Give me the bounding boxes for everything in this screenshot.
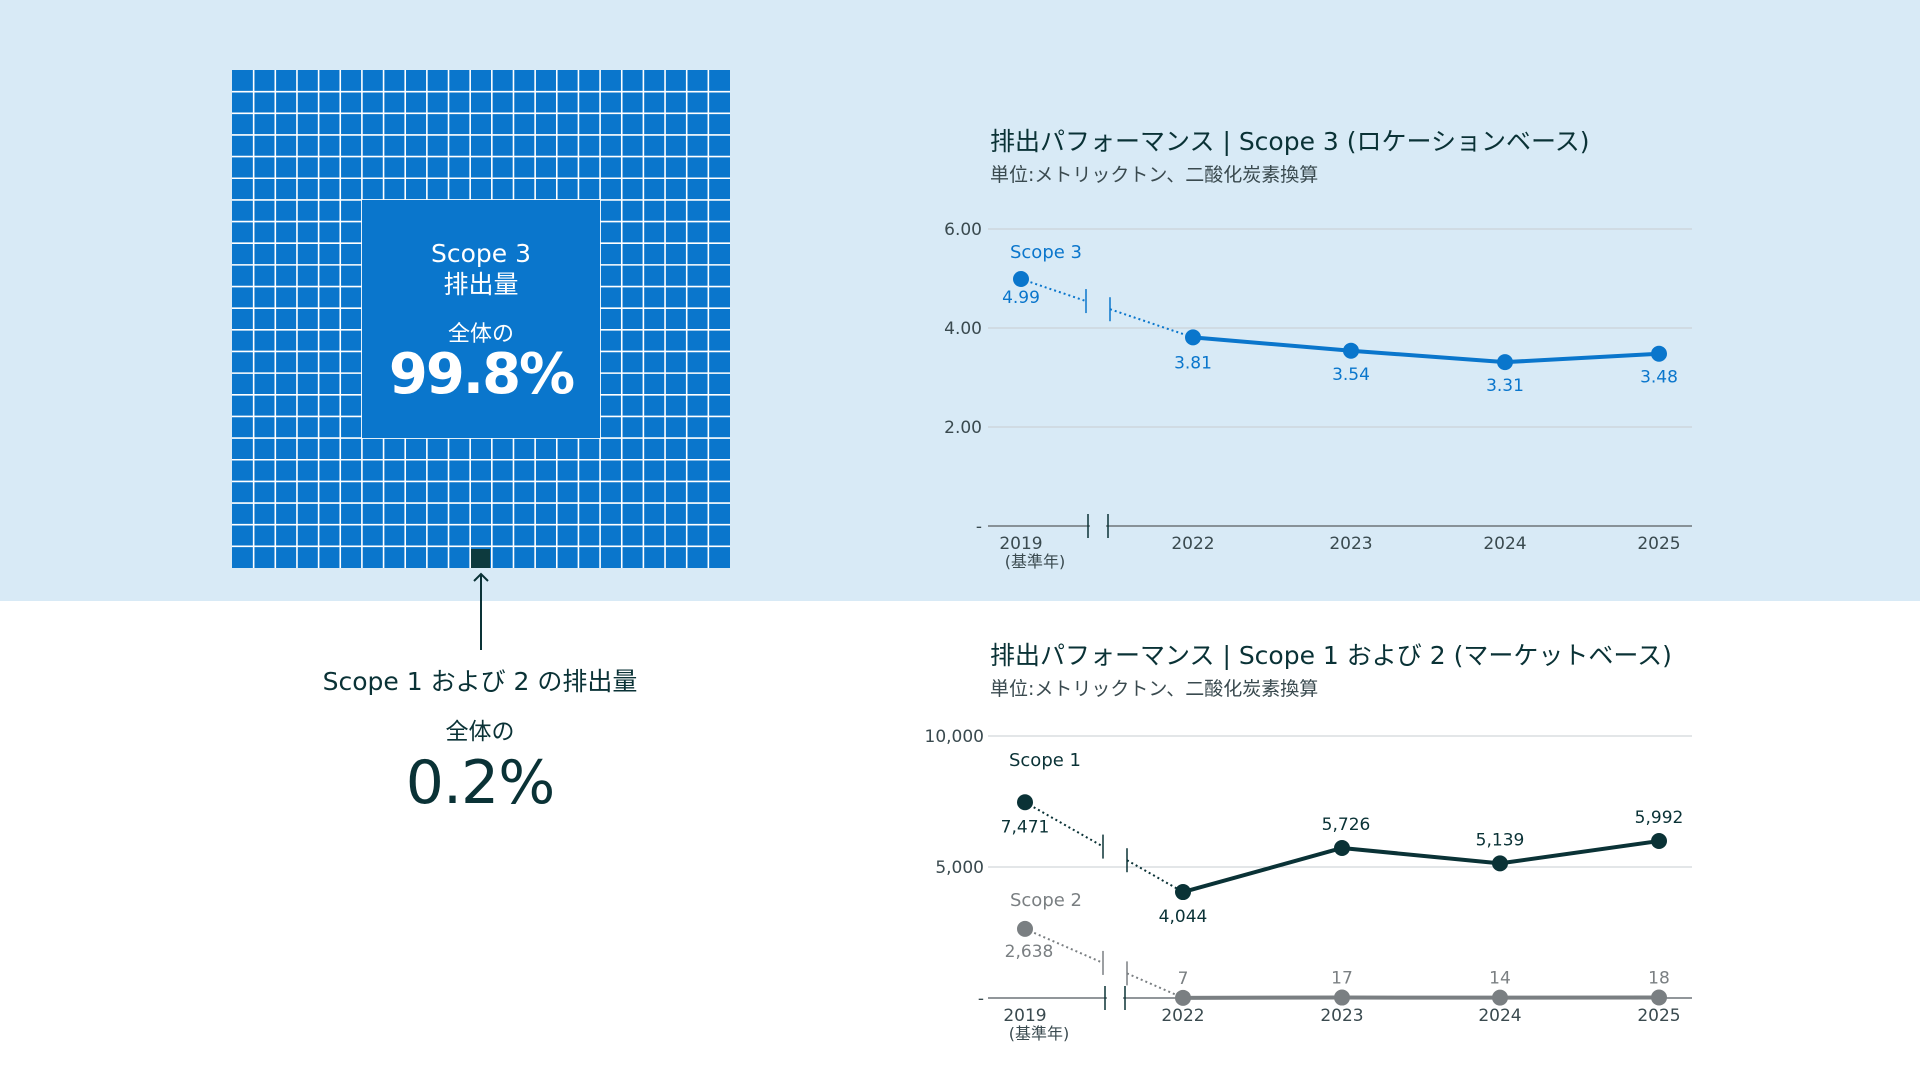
scope3-label-line2: 排出量 bbox=[443, 270, 519, 299]
chart2-series-dotted-segment bbox=[1024, 927, 1104, 964]
chart2-data-point bbox=[1651, 833, 1667, 850]
chart2-y-tick-label: 5,000 bbox=[935, 858, 984, 878]
chart2-data-label: 5,992 bbox=[1635, 808, 1684, 828]
chart2-data-label: 18 bbox=[1648, 969, 1670, 989]
chart2-x-tick-label: 2022 bbox=[1161, 1006, 1204, 1026]
chart1-x-tick-label: 2019 bbox=[999, 534, 1042, 554]
chart2-title: 排出パフォーマンス | Scope 1 および 2 (マーケットベース) bbox=[990, 641, 1672, 670]
chart1-x-tick-label: 2023 bbox=[1329, 534, 1372, 554]
chart1-data-label: 4.99 bbox=[1002, 288, 1040, 308]
scope3-label-line1: Scope 3 bbox=[430, 239, 531, 268]
chart2-data-label: 7 bbox=[1178, 969, 1189, 989]
chart2-data-label: 4,044 bbox=[1159, 907, 1208, 927]
chart2-series-name: Scope 2 bbox=[1010, 890, 1082, 911]
chart1-data-point bbox=[1185, 329, 1201, 346]
scope12-label: Scope 1 および 2 の排出量 bbox=[322, 667, 638, 696]
scope12-highlight-cell bbox=[471, 549, 490, 568]
chart2-x-tick-label: 2024 bbox=[1478, 1006, 1521, 1026]
chart2-data-label: 2,638 bbox=[1005, 942, 1054, 962]
chart1-x-tick-label: 2022 bbox=[1171, 534, 1214, 554]
chart2-series-name: Scope 1 bbox=[1009, 750, 1081, 771]
chart1-series-dotted-segment bbox=[1020, 278, 1087, 303]
chart1-y-tick-label: 2.00 bbox=[944, 418, 982, 438]
chart2-subtitle: 単位:メトリックトン、二酸化炭素換算 bbox=[990, 678, 1319, 700]
chart2-series-dotted-segment bbox=[1126, 859, 1184, 893]
chart2-data-point bbox=[1017, 794, 1033, 811]
scope3-callout-box: Scope 3 排出量 全体の 99.8% bbox=[362, 200, 600, 438]
chart2-data-point bbox=[1334, 989, 1350, 1006]
chart1-data-point bbox=[1013, 270, 1029, 287]
chart1-y-tick-label: 6.00 bbox=[944, 220, 982, 240]
scope12-share-prefix: 全体の bbox=[445, 719, 515, 745]
scope12-share-value: 0.2% bbox=[405, 748, 555, 818]
chart1-data-point bbox=[1343, 342, 1359, 359]
chart2-series-dotted-segment bbox=[1126, 972, 1184, 999]
chart1-data-point bbox=[1497, 354, 1513, 371]
chart2-x-tick-label: 2025 bbox=[1637, 1006, 1680, 1026]
chart1-data-point bbox=[1651, 345, 1667, 362]
chart1-title: 排出パフォーマンス | Scope 3 (ロケーションベース) bbox=[990, 127, 1590, 156]
chart1-x-tick-label: 2025 bbox=[1637, 534, 1680, 554]
chart1-x-tick-label: 2024 bbox=[1483, 534, 1526, 554]
chart2-data-point bbox=[1492, 989, 1508, 1006]
chart2-data-label: 5,139 bbox=[1476, 830, 1525, 850]
chart2-y-tick-label: - bbox=[978, 989, 984, 1009]
scope3-callout-label: Scope 3 排出量 bbox=[362, 238, 600, 300]
chart1-data-label: 3.31 bbox=[1486, 376, 1524, 396]
chart1-base-year-note: (基準年) bbox=[1005, 552, 1066, 571]
scope3-share-value: 99.8% bbox=[388, 342, 575, 407]
chart2-data-point bbox=[1175, 989, 1191, 1006]
chart2-x-tick-label: 2023 bbox=[1320, 1006, 1363, 1026]
chart1-series-line bbox=[1192, 335, 1660, 365]
chart1-data-label: 3.54 bbox=[1332, 365, 1370, 385]
chart2-data-point bbox=[1492, 855, 1508, 872]
chart1-axis-break-gap bbox=[1090, 523, 1106, 529]
chart2-data-point bbox=[1175, 884, 1191, 901]
chart2-axis-break-gap bbox=[1107, 995, 1123, 1001]
chart2-data-label: 17 bbox=[1331, 969, 1353, 989]
scope3-share-prefix: 全体の bbox=[447, 322, 514, 347]
chart2-data-label: 5,726 bbox=[1322, 815, 1371, 835]
chart1-data-label: 3.48 bbox=[1640, 368, 1678, 388]
chart2-x-tick-label: 2019 bbox=[1003, 1006, 1046, 1026]
chart2-series-line bbox=[1182, 839, 1660, 894]
chart1-subtitle: 単位:メトリックトン、二酸化炭素換算 bbox=[990, 164, 1319, 186]
chart2-data-point bbox=[1651, 989, 1667, 1006]
chart2-y-tick-label: 10,000 bbox=[925, 727, 984, 747]
chart2-data-point bbox=[1334, 839, 1350, 856]
chart2-data-label: 7,471 bbox=[1001, 817, 1050, 837]
chart1-y-tick-label: - bbox=[976, 517, 982, 537]
chart1-series-name: Scope 3 bbox=[1010, 242, 1082, 263]
chart2-base-year-note: (基準年) bbox=[1009, 1024, 1070, 1043]
chart2-data-label: 14 bbox=[1489, 969, 1511, 989]
callout-arrow-line bbox=[480, 574, 482, 650]
chart1-data-label: 3.81 bbox=[1174, 353, 1212, 373]
chart2-data-point bbox=[1017, 920, 1033, 937]
chart1-y-tick-label: 4.00 bbox=[944, 319, 982, 339]
